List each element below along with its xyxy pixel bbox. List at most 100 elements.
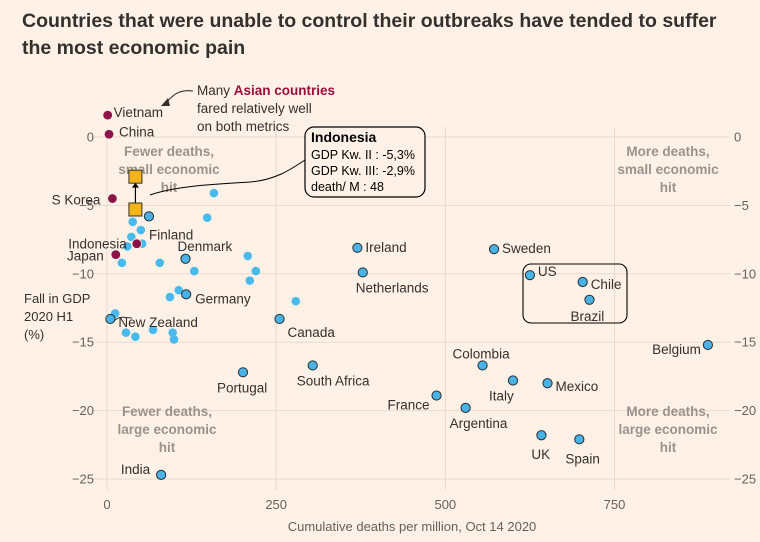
point-other-country (117, 258, 127, 268)
label-s-korea: S Korea (52, 193, 101, 208)
label-brazil: Brazil (570, 309, 604, 324)
x-tick-label: 250 (265, 497, 287, 512)
x-tick-label: 0 (103, 497, 110, 512)
point-other-country (245, 276, 255, 285)
point-other-country (168, 328, 177, 337)
label-colombia: Colombia (453, 346, 511, 361)
point-colombia (477, 360, 488, 371)
y-tick-label-left: −10 (72, 266, 94, 281)
y-tick-label-right: 0 (734, 130, 741, 145)
label-canada: Canada (288, 325, 336, 340)
indonesia-q3-marker (128, 169, 143, 184)
x-tick-label: 500 (434, 497, 456, 512)
label-new-zealand: New Zealand (118, 315, 198, 330)
label-netherlands: Netherlands (356, 280, 429, 295)
y-tick-label-right: −5 (734, 198, 749, 213)
point-denmark (180, 253, 191, 264)
point-finland (143, 211, 155, 222)
point-uk (536, 430, 547, 441)
indonesia-box-line: death/ M : 48 (311, 180, 384, 194)
y-tick-label-right: −20 (734, 403, 756, 418)
point-vietnam (102, 109, 113, 121)
quadrant-label-bottom-left: Fewer deaths, (122, 404, 212, 419)
point-s-korea (107, 193, 118, 204)
point-canada (274, 313, 285, 325)
quadrant-label-bottom-left: hit (159, 440, 176, 455)
indonesia-box-line: GDP Kw. II : -5,3% (311, 148, 415, 162)
label-italy: Italy (489, 389, 514, 404)
indonesia-box (304, 126, 426, 198)
data-points (102, 109, 713, 480)
y-tick-label-left: −25 (72, 472, 94, 487)
label-indonesia: Indonesia (68, 237, 127, 252)
quadrant-label-top-left: Fewer deaths, (124, 144, 214, 159)
x-axis-label: Cumulative deaths per million, Oct 14 20… (288, 519, 537, 534)
point-india (156, 469, 167, 480)
point-other-country (243, 251, 253, 261)
label-india: India (121, 462, 151, 477)
label-uk: UK (531, 447, 550, 462)
callouts: Many Asian countries fared relatively wel… (113, 83, 628, 324)
point-mexico (542, 378, 553, 389)
point-other-country (165, 292, 175, 302)
label-portugal: Portugal (217, 380, 267, 395)
point-france (431, 390, 442, 401)
indonesia-box-title: Indonesia (311, 129, 377, 145)
label-belgium: Belgium (652, 342, 701, 357)
group-box-americas (522, 263, 628, 324)
x-tick-label: 750 (604, 497, 626, 512)
y-tick-label-left: −20 (72, 403, 94, 418)
label-ireland: Ireland (365, 240, 406, 255)
point-other-country (291, 296, 301, 306)
point-sweden (488, 244, 500, 255)
point-germany (181, 289, 192, 300)
point-japan (110, 249, 121, 260)
point-other-country (131, 332, 140, 342)
chart-title: Countries that were unable to control th… (22, 10, 717, 59)
quadrant-label-top-left: small economic (118, 162, 220, 177)
label-france: France (388, 398, 430, 413)
y-tick-label-left: −15 (72, 335, 94, 350)
point-spain (574, 434, 585, 445)
quadrant-label-bottom-right: large economic (618, 422, 718, 437)
point-other-country (148, 325, 158, 335)
quadrant-label-top-right: small economic (617, 162, 719, 177)
label-china: China (119, 124, 155, 139)
label-argentina: Argentina (450, 416, 508, 431)
label-us: US (538, 264, 557, 279)
indonesia-connector (149, 159, 306, 196)
quadrant-label-bottom-right: hit (660, 440, 677, 455)
y-tick-label-right: −15 (734, 335, 756, 350)
y-tick-label-left: −5 (79, 198, 94, 213)
point-other-country (155, 258, 165, 268)
quadrant-labels: Fewer deaths, small economic hit More death… (117, 144, 719, 455)
label-germany: Germany (195, 291, 251, 306)
quadrant-label-bottom-right: More deaths, (626, 404, 709, 419)
point-other-country (202, 213, 212, 223)
y-tick-label-left: 0 (87, 130, 94, 145)
point-other-country (169, 335, 179, 344)
annotation-arrow (164, 90, 194, 105)
axes: 0 0 −5 −5 −10 −10 −15 −15 −20 −20 −25 −25 0 250 500 750… (24, 130, 756, 535)
quadrant-label-top-right: More deaths, (626, 144, 709, 159)
point-indonesia (131, 238, 142, 249)
point-belgium (702, 339, 713, 351)
indonesia-arrow-head (131, 182, 139, 188)
annotation-line: on both metrics (197, 119, 290, 134)
newzealand-connector (113, 316, 133, 322)
y-tick-label-right: −10 (734, 266, 756, 281)
y-tick-label-right: −25 (734, 472, 756, 487)
point-new-zealand (105, 313, 116, 325)
point-us (524, 270, 536, 281)
point-other-country (136, 225, 146, 235)
label-finland: Finland (149, 227, 193, 242)
label-chile: Chile (591, 277, 622, 292)
annotation-line: fared relatively well (197, 101, 312, 116)
point-italy (507, 375, 519, 386)
point-portugal (237, 367, 249, 378)
y-axis-label: (%) (24, 327, 44, 342)
point-argentina (460, 402, 471, 413)
point-other-country (174, 285, 184, 295)
point-chile (577, 276, 588, 288)
point-other-country (127, 232, 136, 242)
